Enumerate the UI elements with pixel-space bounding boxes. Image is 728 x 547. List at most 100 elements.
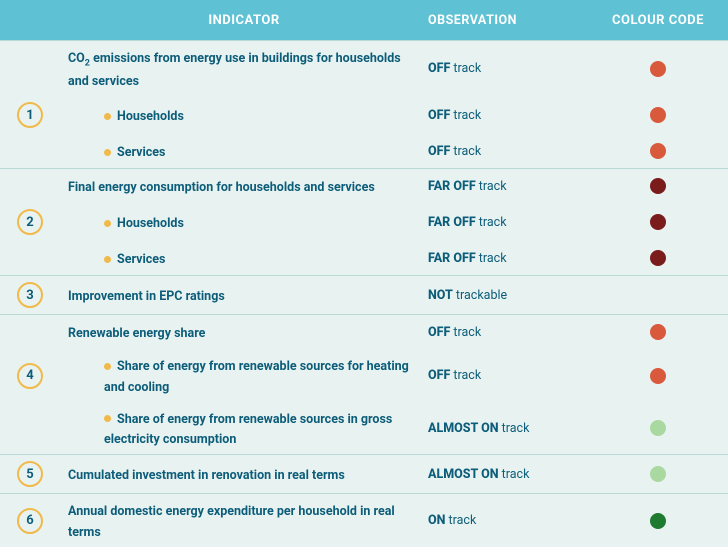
indicator-text: CO2 emissions from energy use in buildin… bbox=[68, 51, 401, 89]
status-dot bbox=[650, 61, 666, 77]
bullet-icon bbox=[104, 149, 111, 156]
sub-row: Share of energy from renewable sources i… bbox=[0, 402, 728, 455]
indicator-text: Households bbox=[117, 216, 184, 231]
status-dot bbox=[650, 368, 666, 384]
observation-status: OFF bbox=[428, 325, 450, 340]
observation-col: OFF track bbox=[428, 325, 588, 340]
indicator-number: 2 bbox=[17, 209, 43, 235]
indicator-text: Share of energy from renewable sources i… bbox=[104, 412, 392, 447]
observation-suffix: track bbox=[445, 513, 476, 528]
observation-suffix: track bbox=[450, 61, 481, 76]
observation-status: OFF bbox=[428, 144, 450, 159]
indicator-col: Renewable energy share bbox=[60, 322, 428, 342]
status-dot bbox=[650, 324, 666, 340]
observation-status: ALMOST ON bbox=[428, 467, 499, 482]
status-dot bbox=[650, 143, 666, 159]
indicator-col: Share of energy from renewable sources i… bbox=[60, 408, 428, 449]
indicator-col: Improvement in EPC ratings bbox=[60, 285, 428, 305]
indicator-col: Annual domestic energy expenditure per h… bbox=[60, 500, 428, 541]
sub-row: 4Share of energy from renewable sources … bbox=[0, 349, 728, 402]
colour-code-col bbox=[588, 178, 728, 194]
indicator-number: 1 bbox=[17, 102, 43, 128]
colour-code-col bbox=[588, 214, 728, 230]
num-col: 2 bbox=[0, 209, 60, 235]
colour-code-col bbox=[588, 250, 728, 266]
bullet-icon bbox=[104, 415, 111, 422]
num-col: 1 bbox=[0, 102, 60, 128]
indicator-col: CO2 emissions from energy use in buildin… bbox=[60, 47, 428, 90]
group-6: 6 Annual domestic energy expenditure per … bbox=[0, 493, 728, 547]
bullet-icon bbox=[104, 113, 111, 120]
indicator-text: Cumulated investment in renovation in re… bbox=[68, 468, 345, 483]
observation-col: FAR OFF track bbox=[428, 179, 588, 194]
main-row: CO2 emissions from energy use in buildin… bbox=[0, 41, 728, 96]
colour-code-col bbox=[588, 107, 728, 123]
sub-row: ServicesFAR OFF track bbox=[0, 241, 728, 275]
observation-status: OFF bbox=[428, 108, 450, 123]
observation-col: FAR OFF track bbox=[428, 215, 588, 230]
indicator-col: Households bbox=[60, 105, 428, 125]
observation-col: NOT trackable bbox=[428, 288, 588, 303]
observation-status: NOT bbox=[428, 288, 453, 303]
header-indicator: INDICATOR bbox=[60, 13, 428, 28]
observation-suffix: track bbox=[476, 251, 507, 266]
observation-col: ALMOST ON track bbox=[428, 467, 588, 482]
observation-suffix: track bbox=[450, 108, 481, 123]
observation-col: OFF track bbox=[428, 108, 588, 123]
indicator-col: Cumulated investment in renovation in re… bbox=[60, 464, 428, 484]
observation-status: FAR OFF bbox=[428, 215, 476, 230]
observation-col: ON track bbox=[428, 513, 588, 528]
status-dot bbox=[650, 466, 666, 482]
status-dot bbox=[650, 513, 666, 529]
header-colour-code: COLOUR CODE bbox=[588, 13, 728, 28]
colour-code-col bbox=[588, 420, 728, 436]
observation-suffix: track bbox=[476, 215, 507, 230]
observation-status: FAR OFF bbox=[428, 179, 476, 194]
observation-suffix: track bbox=[450, 325, 481, 340]
num-col: 5 bbox=[0, 461, 60, 487]
status-dot bbox=[650, 178, 666, 194]
indicator-number: 5 bbox=[17, 461, 43, 487]
group-2: Final energy consumption for households … bbox=[0, 168, 728, 275]
main-row: Renewable energy shareOFF track bbox=[0, 315, 728, 349]
indicator-text: Annual domestic energy expenditure per h… bbox=[68, 504, 395, 539]
colour-code-col bbox=[588, 324, 728, 340]
observation-suffix: track bbox=[476, 179, 507, 194]
colour-code-col bbox=[588, 368, 728, 384]
bullet-icon bbox=[104, 363, 111, 370]
colour-code-col bbox=[588, 513, 728, 529]
observation-suffix: track bbox=[450, 368, 481, 383]
indicator-col: Services bbox=[60, 141, 428, 161]
indicator-text: Households bbox=[117, 109, 184, 124]
main-row: Final energy consumption for households … bbox=[0, 169, 728, 203]
colour-code-col bbox=[588, 61, 728, 77]
observation-suffix: track bbox=[499, 421, 530, 436]
indicator-col: Share of energy from renewable sources f… bbox=[60, 355, 428, 396]
status-dot bbox=[650, 250, 666, 266]
indicator-col: Households bbox=[60, 212, 428, 232]
indicator-text: Services bbox=[117, 145, 165, 160]
indicator-col: Services bbox=[60, 248, 428, 268]
num-col: 3 bbox=[0, 282, 60, 308]
group-1: CO2 emissions from energy use in buildin… bbox=[0, 40, 728, 168]
observation-status: ON bbox=[428, 513, 445, 528]
observation-suffix: track bbox=[450, 144, 481, 159]
num-col: 6 bbox=[0, 508, 60, 534]
observation-suffix: track bbox=[499, 467, 530, 482]
colour-code-col bbox=[588, 466, 728, 482]
indicator-text: Services bbox=[117, 252, 165, 267]
status-dot bbox=[650, 214, 666, 230]
group-3: 3 Improvement in EPC ratings NOT trackable bbox=[0, 275, 728, 314]
observation-status: ALMOST ON bbox=[428, 421, 499, 436]
indicator-col: Final energy consumption for households … bbox=[60, 176, 428, 196]
table-header: INDICATOR OBSERVATION COLOUR CODE bbox=[0, 0, 728, 40]
observation-col: OFF track bbox=[428, 61, 588, 76]
indicator-table: INDICATOR OBSERVATION COLOUR CODE CO2 em… bbox=[0, 0, 728, 547]
observation-suffix: trackable bbox=[453, 288, 507, 303]
bullet-icon bbox=[104, 256, 111, 263]
group-4: Renewable energy shareOFF track4Share of… bbox=[0, 314, 728, 454]
group-5: 5 Cumulated investment in renovation in r… bbox=[0, 454, 728, 493]
indicator-text: Share of energy from renewable sources f… bbox=[104, 359, 409, 394]
table-body: CO2 emissions from energy use in buildin… bbox=[0, 40, 728, 547]
indicator-text: Improvement in EPC ratings bbox=[68, 289, 225, 304]
